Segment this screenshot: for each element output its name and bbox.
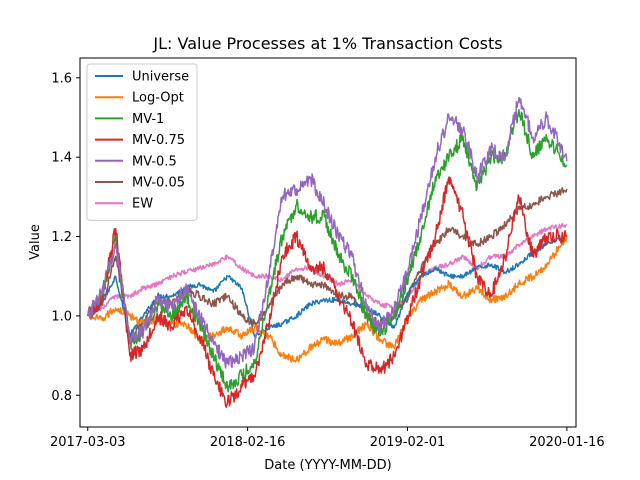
plot-frame [79, 57, 577, 428]
x-tick-label: 2017-03-03 [50, 435, 126, 450]
y-tick-label: 1.2 [51, 230, 72, 245]
plot-area [87, 96, 568, 408]
legend-label: Universe [132, 70, 189, 85]
y-tick-label: 1.0 [51, 309, 72, 324]
series-line-ew [87, 222, 568, 317]
y-axis: 0.8 1.0 1.2 1.4 1.6 [51, 71, 80, 404]
legend-label: MV-0.05 [132, 176, 185, 191]
x-axis: 2017-03-03 2018-02-16 2019-02-01 2020-01-16 [50, 427, 605, 450]
series-line-mv-0-75 [87, 176, 568, 408]
legend: Universe Log-Opt MV-1 MV-0.75 MV-0.5 MV-0.05 E… [86, 63, 198, 221]
series-line-universe [87, 234, 568, 338]
legend-label: EW [132, 197, 153, 212]
y-tick-label: 0.8 [51, 389, 72, 404]
legend-label: MV-0.5 [132, 154, 177, 169]
x-tick-label: 2020-01-16 [529, 435, 605, 450]
legend-label: MV-0.75 [132, 133, 185, 148]
x-axis-label: Date (YYYY-MM-DD) [264, 458, 391, 473]
x-tick-label: 2019-02-01 [370, 435, 446, 450]
y-tick-label: 1.6 [51, 71, 72, 86]
x-tick-label: 2018-02-16 [210, 435, 286, 450]
y-tick-label: 1.4 [51, 151, 72, 166]
y-axis-label: Value [28, 224, 43, 260]
chart-title: JL: Value Processes at 1% Transaction Co… [152, 34, 502, 53]
legend-label: MV-1 [132, 112, 164, 127]
series-line-mv-0-5 [87, 96, 568, 369]
legend-label: Log-Opt [132, 91, 184, 106]
